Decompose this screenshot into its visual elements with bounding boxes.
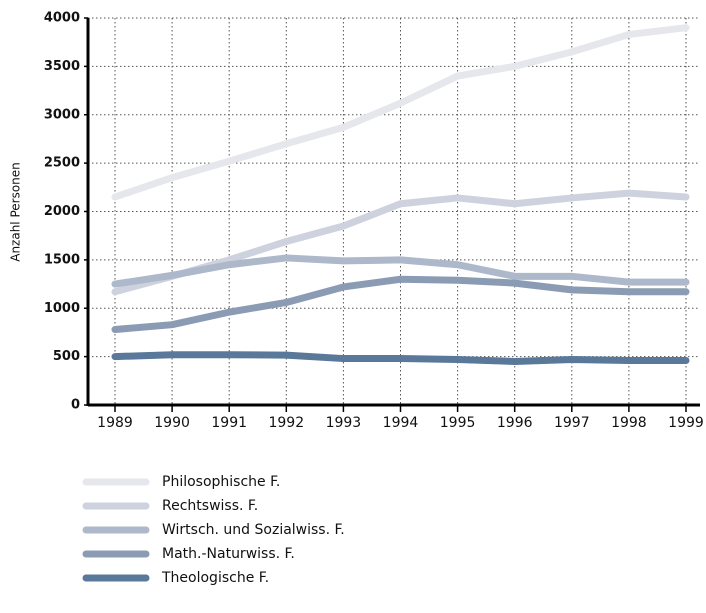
- x-tick-label: 1999: [668, 415, 704, 431]
- y-axis-label: Anzahl Personen: [9, 162, 23, 262]
- x-tick-label: 1995: [440, 415, 476, 431]
- x-tick-label: 1992: [268, 415, 304, 431]
- series-line: [111, 24, 690, 201]
- y-tick-label: 1500: [44, 252, 80, 267]
- x-tick-label: 1990: [154, 415, 190, 431]
- x-tick-label: 1993: [326, 415, 362, 431]
- x-tick-label: 1994: [383, 415, 419, 431]
- y-tick-label: 500: [53, 349, 80, 364]
- x-tick-label: 1996: [497, 415, 533, 431]
- x-tick-label: 1989: [97, 415, 133, 431]
- x-tick-label: 1991: [211, 415, 247, 431]
- legend-label: Rechtswiss. F.: [162, 498, 258, 514]
- series-line: [111, 254, 690, 288]
- y-tick-label: 1000: [44, 301, 80, 316]
- legend-label: Wirtsch. und Sozialwiss. F.: [162, 522, 345, 538]
- y-tick-label: 2000: [44, 204, 80, 219]
- series-line: [111, 275, 690, 334]
- legend-label: Theologische F.: [161, 570, 269, 586]
- y-tick-label: 3500: [44, 59, 80, 74]
- x-tick-label: 1998: [611, 415, 647, 431]
- y-tick-label: 2500: [44, 156, 80, 171]
- legend-label: Philosophische F.: [162, 474, 280, 490]
- y-tick-label: 4000: [44, 11, 80, 26]
- x-tick-label: 1997: [554, 415, 590, 431]
- series-line: [111, 351, 690, 365]
- y-tick-label: 0: [71, 398, 80, 413]
- y-tick-label: 3000: [44, 107, 80, 122]
- legend-label: Math.-Naturwiss. F.: [162, 546, 295, 562]
